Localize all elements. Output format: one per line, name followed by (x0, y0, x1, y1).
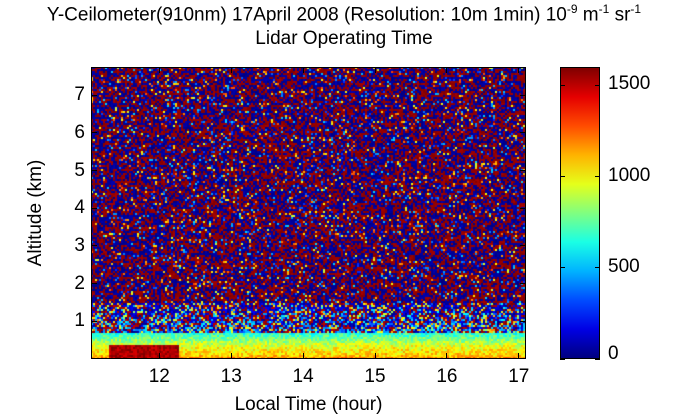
x-tick-label: 16 (436, 366, 458, 387)
colorbar-tick-mark (560, 176, 565, 177)
y-tick-mark (520, 207, 526, 209)
x-tick-label: 13 (220, 366, 242, 387)
y-tick-label: 7 (74, 84, 85, 106)
title-exponent: -9 (566, 2, 578, 16)
y-tick-label: 5 (74, 159, 85, 181)
y-tick-mark (520, 132, 526, 134)
colorbar-tick-label: 1000 (608, 164, 651, 186)
x-tick-mark (230, 353, 232, 359)
y-tick-mark (91, 283, 97, 285)
x-tick-label: 15 (364, 366, 386, 387)
x-tick-mark (518, 353, 520, 359)
y-tick-mark (520, 170, 526, 172)
y-tick-mark (520, 320, 526, 322)
y-tick-mark (91, 170, 97, 172)
y-tick-label: 2 (74, 272, 85, 294)
colorbar-tick-label: 1500 (608, 73, 651, 95)
x-tick-mark (518, 67, 520, 73)
x-tick-mark (374, 353, 376, 359)
y-tick-mark (91, 245, 97, 247)
heatmap-plot (91, 67, 526, 359)
colorbar-tick-mark (560, 358, 565, 360)
y-tick-mark (91, 207, 97, 209)
y-tick-label: 4 (74, 197, 85, 219)
colorbar-tick-mark (595, 267, 600, 269)
colorbar-tick-mark (595, 176, 600, 177)
x-tick-mark (446, 67, 448, 73)
x-tick-label: 12 (148, 366, 170, 387)
colorbar-tick-label: 0 (608, 343, 619, 364)
colorbar-tick-mark (560, 84, 565, 86)
plot-frame (91, 67, 526, 359)
y-tick-label: 6 (74, 121, 85, 143)
colorbar-tick-label: 500 (608, 255, 640, 277)
x-tick-label: 17 (508, 366, 530, 387)
colorbar-tick-mark (595, 358, 600, 360)
y-tick-mark (520, 245, 526, 247)
colorbar (560, 67, 600, 359)
x-tick-mark (230, 67, 232, 73)
colorbar-tick-mark (560, 267, 565, 269)
y-tick-label: 3 (74, 234, 85, 256)
colorbar-tick-mark (595, 84, 600, 86)
title-exponent: -1 (630, 2, 642, 16)
x-tick-mark (158, 353, 160, 359)
chart-title: Y-Ceilometer(910nm) 17April 2008 (Resolu… (46, 2, 642, 26)
y-tick-mark (91, 132, 97, 134)
y-axis-label: Altitude (km) (25, 159, 46, 267)
x-tick-mark (158, 67, 160, 73)
x-tick-mark (374, 67, 376, 73)
x-tick-mark (446, 353, 448, 359)
y-tick-mark (91, 320, 97, 322)
title-exponent: -1 (598, 2, 610, 16)
y-tick-mark (91, 94, 97, 96)
x-tick-label: 14 (292, 366, 314, 387)
x-tick-mark (302, 67, 304, 73)
y-tick-mark (520, 94, 526, 96)
y-tick-mark (520, 283, 526, 285)
x-axis-label: Local Time (hour) (234, 394, 383, 415)
chart-subtitle: Lidar Operating Time (255, 28, 433, 49)
x-tick-mark (302, 353, 304, 359)
y-tick-label: 1 (74, 310, 85, 332)
